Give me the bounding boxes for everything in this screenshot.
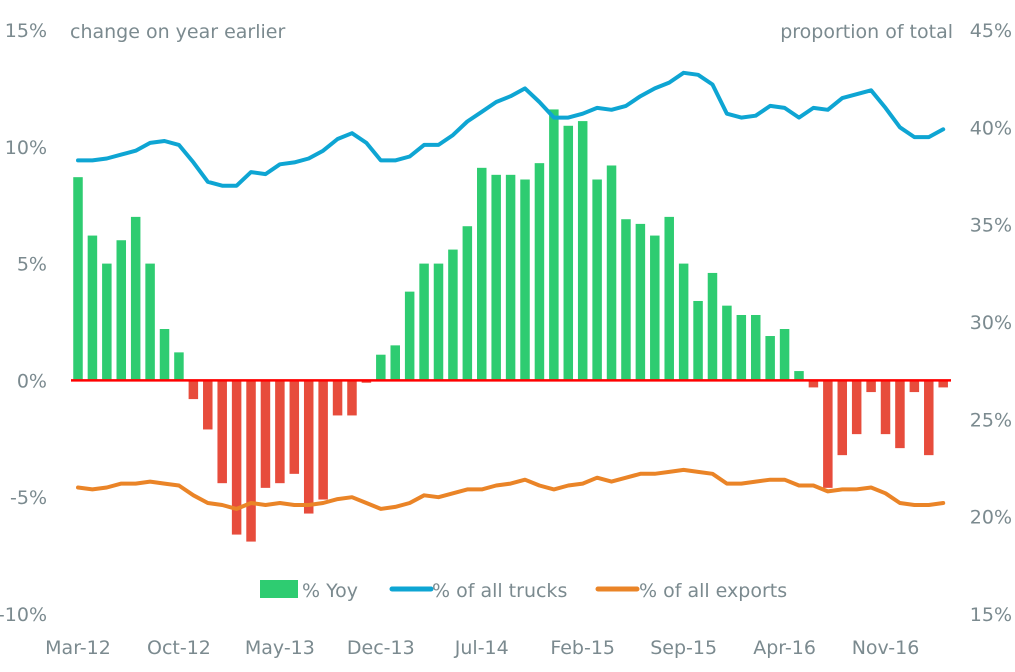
bar-negative — [318, 380, 328, 500]
bar-positive — [419, 263, 429, 381]
x-tick-label: Oct-12 — [147, 637, 211, 659]
bar-negative — [851, 380, 862, 435]
bar-positive — [693, 300, 703, 381]
trucks-line — [76, 70, 946, 188]
bar-positive — [779, 329, 790, 381]
bar-positive — [404, 291, 415, 381]
bar-positive — [722, 305, 732, 381]
legend: % Yoy % of all trucks % of all exports — [260, 580, 787, 602]
bar-positive — [563, 125, 574, 381]
bar-positive — [664, 216, 674, 381]
right-axis-title: proportion of total — [780, 21, 953, 43]
right-axis-ticks: 45% 40% 35% 30% 25% 20% 15% — [970, 20, 1012, 626]
left-tick-label: 15% — [5, 20, 47, 42]
left-tick-label: -10% — [0, 604, 47, 626]
legend-label-trucks: % of all trucks — [432, 580, 567, 602]
bar-positive — [534, 163, 545, 381]
right-tick-label: 15% — [970, 604, 1012, 626]
bar-negative — [880, 380, 891, 435]
bar-positive — [650, 235, 660, 381]
bar-negative — [808, 380, 819, 388]
legend-label-exports: % of all exports — [639, 580, 787, 602]
x-tick-label: May-13 — [245, 637, 315, 659]
bar-negative — [909, 380, 920, 393]
bar-positive — [750, 314, 761, 381]
bar-negative — [895, 380, 905, 449]
right-tick-label: 25% — [970, 409, 1012, 431]
left-tick-label: -5% — [10, 487, 47, 509]
bar-positive — [159, 329, 170, 381]
bar-positive — [520, 179, 530, 381]
bar-positive — [621, 219, 631, 381]
bar-positive — [73, 177, 83, 381]
bar-positive — [794, 371, 804, 381]
right-tick-label: 20% — [970, 507, 1012, 529]
bar-negative — [188, 380, 199, 400]
bar-negative — [332, 380, 343, 416]
bar-negative — [246, 380, 256, 542]
bar-positive — [477, 167, 487, 381]
bar-positive — [549, 109, 559, 381]
bar-negative — [203, 380, 213, 430]
x-tick-label: Jul-14 — [454, 637, 509, 659]
bar-positive — [736, 314, 747, 381]
bar-positive — [707, 272, 718, 381]
bar-positive — [390, 345, 400, 381]
bar-positive — [765, 336, 775, 381]
x-tick-label: Sep-15 — [650, 637, 717, 659]
left-axis-ticks: 15% 10% 5% 0% -5% -10% — [0, 20, 47, 626]
bar-negative — [938, 380, 948, 388]
bar-positive — [87, 235, 98, 381]
x-tick-label: Feb-15 — [550, 637, 615, 659]
bar-positive — [448, 249, 458, 381]
legend-label-yoy: % Yoy — [302, 580, 358, 602]
right-tick-label: 35% — [970, 215, 1012, 237]
x-tick-label: Dec-13 — [347, 637, 415, 659]
bar-positive — [462, 226, 473, 381]
left-tick-label: 0% — [17, 370, 47, 392]
bar-negative — [217, 380, 227, 484]
left-axis-title: change on year earlier — [70, 21, 285, 43]
bar-positive — [577, 121, 588, 381]
bar-negative — [303, 380, 314, 514]
bar-positive — [635, 223, 646, 381]
bar-negative — [289, 380, 300, 474]
legend-swatch-yoy — [260, 580, 298, 598]
bar-negative — [260, 380, 271, 488]
bar-negative — [347, 380, 357, 416]
bar-positive — [145, 263, 155, 381]
bar-positive — [606, 165, 617, 381]
right-tick-label: 40% — [970, 117, 1012, 139]
left-tick-label: 10% — [5, 137, 47, 159]
bar-positive — [130, 216, 141, 381]
bar-negative — [837, 380, 848, 456]
right-tick-label: 30% — [970, 312, 1012, 334]
yoy-bars — [73, 109, 948, 542]
bar-negative — [275, 380, 285, 484]
bar-positive — [592, 179, 602, 381]
bar-positive — [505, 174, 516, 381]
x-axis-ticks: Mar-12 Oct-12 May-13 Dec-13 Jul-14 Feb-15 Sep-… — [45, 637, 919, 659]
x-tick-label: Nov-16 — [852, 637, 920, 659]
bar-positive — [116, 240, 127, 381]
bar-positive — [433, 263, 444, 381]
bar-positive — [491, 174, 501, 381]
right-tick-label: 45% — [970, 20, 1012, 42]
bar-negative — [924, 380, 934, 456]
x-tick-label: Apr-16 — [753, 637, 816, 659]
bar-negative — [866, 380, 876, 393]
x-tick-label: Mar-12 — [45, 637, 111, 659]
bar-positive — [376, 354, 386, 381]
bar-negative — [823, 380, 833, 488]
left-tick-label: 5% — [17, 254, 47, 276]
bar-positive — [174, 352, 184, 381]
bar-positive — [102, 263, 112, 381]
bar-positive — [678, 263, 689, 381]
bar-negative — [231, 380, 242, 535]
exports-line — [76, 467, 946, 511]
